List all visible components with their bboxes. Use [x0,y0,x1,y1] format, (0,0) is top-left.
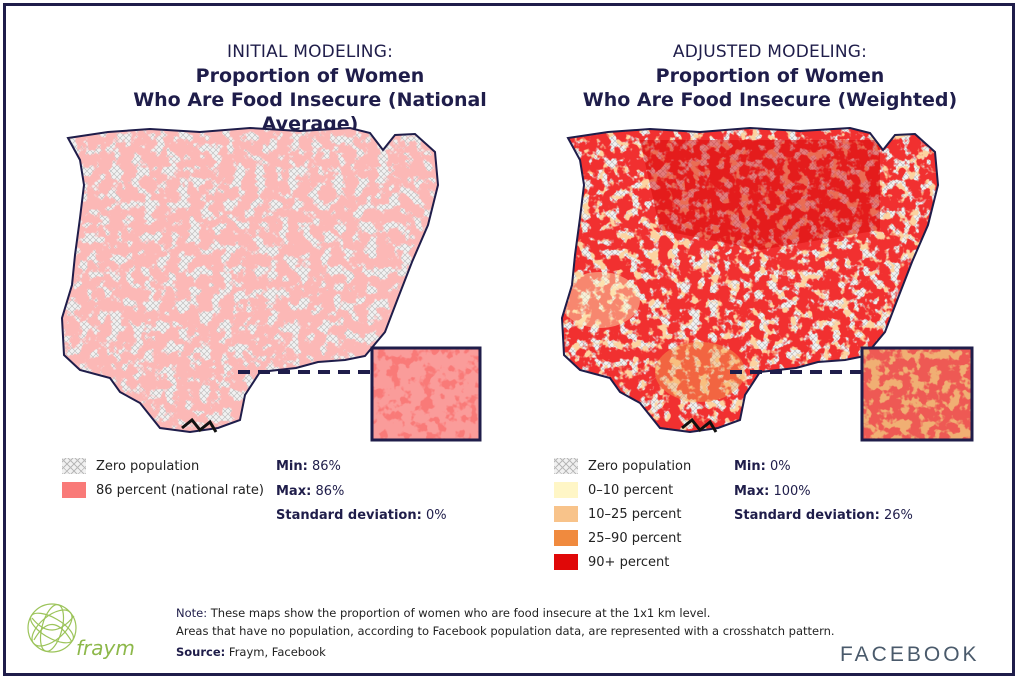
right-legend-10-25: 10–25 percent [554,506,682,522]
right-title-line2: Who Are Food Insecure (Weighted) [582,89,958,111]
right-legend-0-10: 0–10 percent [554,482,673,498]
facebook-logo-text: FACEBOOK [840,643,980,666]
hatch-swatch [554,458,578,474]
stat-label: Min: [276,459,308,474]
source-label: Source: [176,645,226,659]
stat-label: Standard deviation: [276,508,422,523]
stat-value: 0% [425,508,447,523]
fraym-globe-icon [27,603,77,653]
right-stat-min: Min: 0% [734,459,791,474]
legend-label: Zero population [588,458,692,474]
legend-label: 10–25 percent [588,506,682,522]
left-title-sup: INITIAL MODELING: [226,42,394,62]
right-title-line1: Proportion of Women [655,65,885,87]
stat-value: 100% [773,484,811,499]
note-label: Note: [176,606,208,620]
footnote: Note: These maps show the proportion of … [176,604,835,640]
right-map-title: ADJUSTED MODELING: Proportion of Women W… [560,40,980,112]
right-stat-max: Max: 100% [734,484,811,499]
legend-label: 86 percent (national rate) [96,482,264,498]
peach-swatch [554,506,578,522]
source-text: Fraym, Facebook [225,645,326,659]
left-title-line1: Proportion of Women [195,65,425,87]
stat-value: 26% [883,508,913,523]
right-legend-90-plus: 90+ percent [554,554,669,570]
right-legend-zero-population: Zero population [554,458,691,474]
left-nigeria-map [60,126,482,442]
border-frame [3,3,1015,676]
source-line: Source: Fraym, Facebook [176,645,326,659]
left-stat-max: Max: 86% [276,484,344,499]
left-stat-sd: Standard deviation: 0% [276,508,447,523]
right-stat-sd: Standard deviation: 26% [734,508,913,523]
hatch-swatch [62,458,86,474]
legend-label: 0–10 percent [588,482,674,498]
legend-label: 25–90 percent [588,530,682,546]
stat-label: Standard deviation: [734,508,880,523]
left-legend-86-percent: 86 percent (national rate) [62,482,264,498]
note-line2: Areas that have no population, according… [176,624,835,638]
red-swatch [554,554,578,570]
left-inset-box [370,346,482,442]
stat-value: 86% [315,484,345,499]
stat-value: 86% [312,459,341,474]
left-map-title: INITIAL MODELING: Proportion of Women Wh… [100,40,520,136]
left-legend-zero-population: Zero population [62,458,199,474]
pale-yellow-swatch [554,482,578,498]
right-nigeria-map [560,126,974,442]
coral-swatch [62,482,86,498]
note-line1: These maps show the proportion of women … [207,606,711,620]
right-title-sup: ADJUSTED MODELING: [672,42,868,62]
legend-label: 90+ percent [588,554,670,570]
stat-value: 0% [770,459,791,474]
left-stat-min: Min: 86% [276,459,341,474]
right-legend-25-90: 25–90 percent [554,530,682,546]
stat-label: Max: [276,484,312,499]
right-inset-box [860,346,974,442]
fraym-logo-text: fraym [76,636,135,660]
legend-label: Zero population [96,458,200,474]
stat-label: Max: [734,484,770,499]
orange-swatch [554,530,578,546]
stat-label: Min: [734,459,766,474]
